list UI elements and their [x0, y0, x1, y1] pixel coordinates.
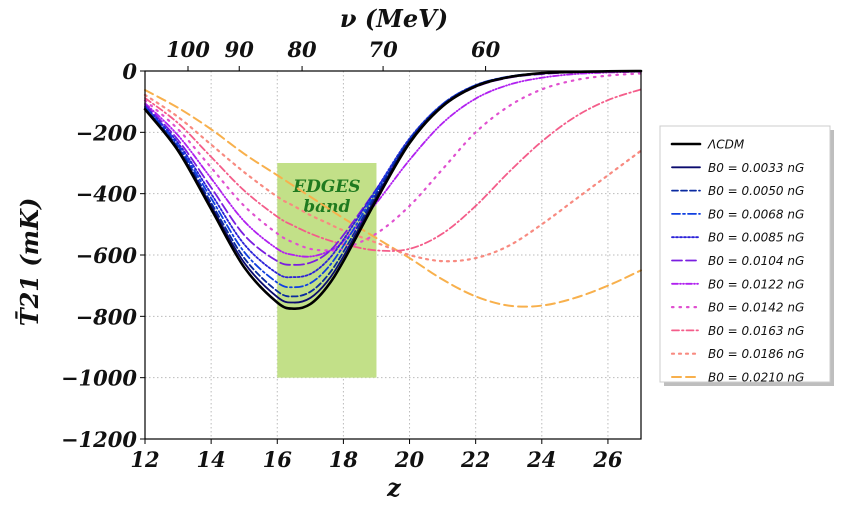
top-tick-label: 70	[368, 37, 398, 62]
legend-item: B0 = 0.0068 nG	[671, 207, 804, 221]
edges-band-label: EDGES	[292, 177, 360, 197]
series-line	[143, 93, 643, 263]
y-tick-label: −400	[76, 182, 138, 207]
x-axis-label: z	[386, 473, 402, 502]
legend-item: B0 = 0.0033 nG	[671, 161, 804, 175]
legend-label: B0 = 0.0068 nG	[708, 207, 804, 221]
legend-item: ΛCDM	[670, 138, 745, 152]
legend-item: B0 = 0.0122 nG	[671, 277, 804, 291]
y-tick-label: −600	[76, 243, 138, 268]
top-tick-label: 100	[166, 37, 210, 62]
legend-item: B0 = 0.0163 nG	[671, 324, 804, 338]
y-axis-ticks: 0 −200 −400 −600 −800 −1000 −1200	[61, 59, 145, 452]
legend-label: B0 = 0.0122 nG	[708, 277, 804, 291]
y-axis-label: T̄21 (mK)	[15, 198, 44, 327]
series-line	[143, 72, 643, 252]
series-lines	[143, 69, 643, 310]
x-tick-label: 16	[263, 447, 293, 472]
top-tick-label: 80	[286, 37, 317, 62]
series-line	[143, 69, 643, 310]
x-tick-label: 18	[329, 447, 359, 472]
y-tick-label: 0	[122, 59, 137, 84]
series-line	[144, 88, 642, 252]
legend-item: B0 = 0.0050 nG	[671, 184, 804, 198]
legend-label: ΛCDM	[707, 138, 745, 152]
x-tick-label: 24	[526, 447, 556, 472]
y-tick-label: −1200	[61, 427, 137, 452]
legend-items: ΛCDM B0 = 0.0033 nG B0 = 0.0050 nG B0 = 0.0…	[670, 138, 804, 385]
legend-label: B0 = 0.0050 nG	[708, 184, 804, 198]
legend-label: B0 = 0.0033 nG	[708, 161, 804, 175]
top-tick-label: 60	[471, 37, 501, 62]
top-axis-label: ν (MeV)	[340, 4, 448, 33]
edges-band-rect	[277, 163, 377, 378]
x-tick-label: 22	[460, 447, 490, 472]
legend-label: B0 = 0.0085 nG	[708, 231, 804, 245]
legend-item: B0 = 0.0210 nG	[671, 371, 804, 385]
legend-label: B0 = 0.0104 nG	[708, 254, 804, 268]
legend-box	[659, 125, 831, 383]
x-tick-label: 14	[197, 447, 226, 472]
legend-item: B0 = 0.0142 nG	[670, 301, 804, 315]
edges-band: EDGES band	[277, 163, 377, 378]
legend-label: B0 = 0.0142 nG	[708, 301, 804, 315]
y-tick-label: −200	[76, 120, 138, 145]
legend-label: B0 = 0.0163 nG	[708, 324, 804, 338]
y-tick-label: −1000	[61, 366, 137, 391]
x-tick-label: 26	[592, 447, 623, 472]
x-tick-label: 20	[394, 447, 425, 472]
x-tick-label: 12	[130, 447, 159, 472]
legend-label: B0 = 0.0186 nG	[708, 347, 804, 361]
top-axis-ticks: 100 90 80 70 60	[166, 37, 501, 71]
x-axis-ticks: 12 14 16 18 20 22 24 26	[130, 439, 623, 472]
legend-item: B0 = 0.0104 nG	[671, 254, 804, 268]
legend: ΛCDM B0 = 0.0033 nG B0 = 0.0050 nG B0 = 0.0…	[659, 125, 834, 386]
legend-item: B0 = 0.0085 nG	[671, 231, 804, 245]
legend-label: B0 = 0.0210 nG	[708, 371, 804, 385]
top-tick-label: 90	[225, 37, 255, 62]
y-tick-label: −800	[76, 304, 138, 329]
legend-item: B0 = 0.0186 nG	[670, 347, 804, 361]
